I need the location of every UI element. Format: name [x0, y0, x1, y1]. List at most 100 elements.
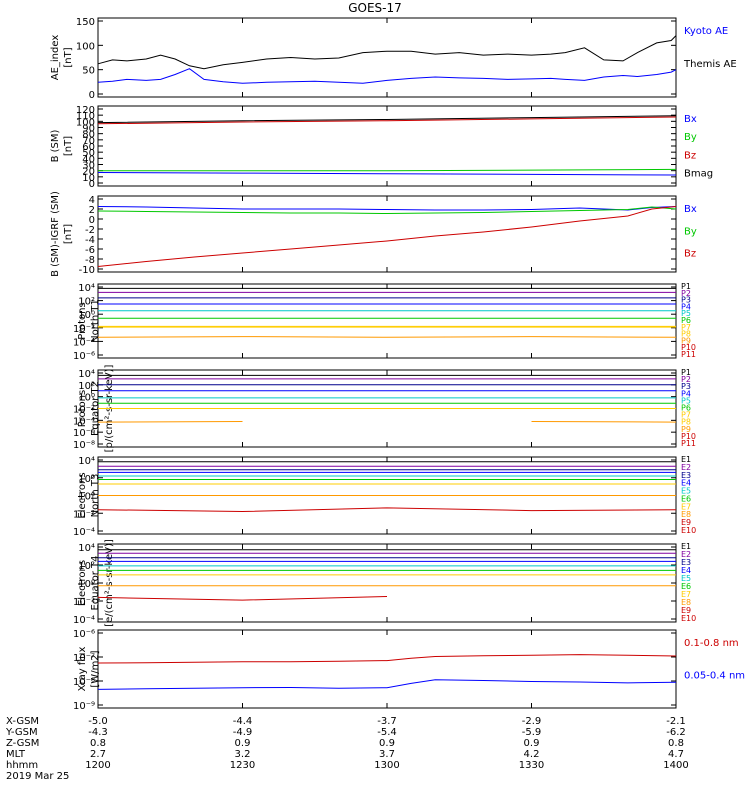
legend-entry: Bx — [684, 114, 697, 125]
y-tick-label: 10⁻² — [73, 597, 95, 608]
y-tick-label: 2 — [89, 205, 95, 216]
footer-date: 2019 Mar 25 — [6, 771, 69, 782]
y-tick-label: 0 — [89, 215, 95, 226]
legend-entry: E6 — [681, 494, 691, 503]
footer-cell: -3.7 — [377, 716, 397, 727]
legend-entry: E2 — [681, 550, 691, 559]
legend-entry: P11 — [681, 439, 696, 448]
legend-entry: E5 — [681, 574, 691, 583]
legend-entry: P7 — [681, 411, 691, 420]
legend-entry: P8 — [681, 330, 691, 339]
y-tick-label: 0 — [89, 179, 95, 190]
y-tick-label: 40 — [82, 154, 95, 165]
legend-entry: E3 — [681, 471, 691, 480]
y-tick-label: -8 — [85, 255, 95, 266]
y-tick-label: 10⁻⁹ — [73, 701, 95, 712]
footer-row-label: hhmm — [6, 760, 38, 771]
legend-entry: E3 — [681, 558, 691, 567]
y-axis-label: B (SM) — [50, 129, 61, 162]
panel-6: 10⁴ 10² 10⁰ 10⁻² 10⁻⁴ Electrons North T3 E1E2E3… — [73, 455, 696, 538]
footer-cell: 4.7 — [668, 749, 684, 760]
footer-cell: -5.0 — [88, 716, 108, 727]
panel-4: 10⁴ 10² 10⁰ 10⁻² 10⁻⁴ 10⁻⁶ Protons North T1 P1P2… — [73, 282, 696, 362]
legend-entry: P8 — [681, 418, 691, 427]
series-line-bz — [97, 116, 677, 125]
legend-entry: E9 — [681, 606, 691, 615]
footer-cell: -4.4 — [233, 716, 253, 727]
y-tick-label: -6 — [85, 245, 95, 256]
y-axis-label: Equator T2 — [90, 381, 101, 436]
y-tick-label: 100 — [76, 41, 95, 52]
footer-row-label: X-GSM — [6, 716, 39, 727]
legend-entry: P6 — [681, 316, 691, 325]
y-tick-label: 10 — [82, 173, 95, 184]
y-axis-label: Equator T4 — [90, 556, 101, 611]
y-tick-label: 150 — [76, 17, 95, 28]
footer-cell: 0.9 — [235, 738, 251, 749]
y-tick-label: 100 — [76, 117, 95, 128]
legend-entry: P10 — [681, 432, 696, 441]
y-tick-label: 50 — [82, 66, 95, 77]
y-tick-label: 90 — [82, 124, 95, 135]
legend-entry: P2 — [681, 289, 691, 298]
series-line-e9 — [97, 507, 677, 513]
y-axis-label: Protons — [77, 390, 88, 427]
y-axis-label: Protons — [77, 302, 88, 339]
series-line-p9 — [97, 421, 677, 423]
y-tick-label: 10² — [78, 381, 95, 392]
legend-entry: P9 — [681, 425, 691, 434]
y-axis-label: Electrons — [77, 560, 88, 606]
series-line-p9 — [97, 336, 677, 338]
y-axis-label: [W/m2] — [90, 650, 101, 687]
legend-entry: P1 — [681, 282, 691, 291]
legend-entry: P2 — [681, 375, 691, 384]
legend-entry: Bx — [684, 204, 697, 215]
legend-entry: P4 — [681, 302, 691, 311]
legend-entry: Themis AE — [683, 59, 737, 70]
y-axis-label: AE_index — [50, 35, 61, 81]
y-tick-label: 4 — [89, 195, 95, 206]
panel-7: 10⁴ 10² 10⁰ 10⁻² 10⁻⁴ Electrons Equator T4 [e/(… — [73, 539, 696, 627]
y-tick-label: 10² — [78, 474, 95, 485]
series-line-by — [97, 206, 677, 215]
y-tick-label: 60 — [82, 142, 95, 153]
y-tick-label: 120 — [76, 105, 95, 116]
legend-entry: E6 — [681, 582, 691, 591]
y-axis-label: [nT] — [63, 136, 74, 156]
legend-entry: P1 — [681, 368, 691, 377]
footer-row-label: Y-GSM — [5, 727, 38, 738]
y-tick-label: 10⁻⁸ — [73, 440, 95, 451]
y-tick-label: 70 — [82, 136, 95, 147]
legend-entry: E1 — [681, 455, 691, 464]
footer-cell: 0.8 — [668, 738, 684, 749]
legend-entry: E10 — [681, 526, 696, 535]
footer-cell: 0.9 — [524, 738, 540, 749]
panel-frame — [97, 283, 677, 359]
footer-cell: -4.9 — [233, 727, 253, 738]
y-tick-label: 10⁴ — [78, 543, 95, 554]
figure-title: GOES-17 — [348, 1, 402, 15]
legend-entry: E2 — [681, 463, 691, 472]
y-tick-label: 10⁻⁷ — [73, 653, 95, 664]
y-axis-label: [nT] — [63, 224, 74, 244]
y-tick-label: 10⁻⁴ — [73, 337, 95, 348]
legend-entry: E7 — [681, 502, 691, 511]
footer-cell: 2.7 — [90, 749, 106, 760]
y-axis-label: [nT] — [63, 47, 74, 67]
panel-8: 10⁻⁶ 10⁻⁷ 10⁻⁸ 10⁻⁹ Xray flux [W/m2] 0.1-0.8 n… — [73, 629, 745, 712]
y-tick-label: 10⁰ — [78, 492, 95, 503]
y-tick-label: -2 — [85, 225, 95, 236]
y-tick-label: 10⁻⁴ — [73, 615, 95, 626]
y-tick-label: 10⁰ — [78, 393, 95, 404]
panel-frame — [97, 543, 677, 623]
legend-entry: Bmag — [684, 169, 713, 180]
footer-row-label: MLT — [6, 749, 26, 760]
series-line-bmag — [97, 115, 677, 124]
legend-entry: P11 — [681, 350, 696, 359]
legend-entry: P10 — [681, 343, 696, 352]
series-line-bx — [97, 206, 677, 211]
